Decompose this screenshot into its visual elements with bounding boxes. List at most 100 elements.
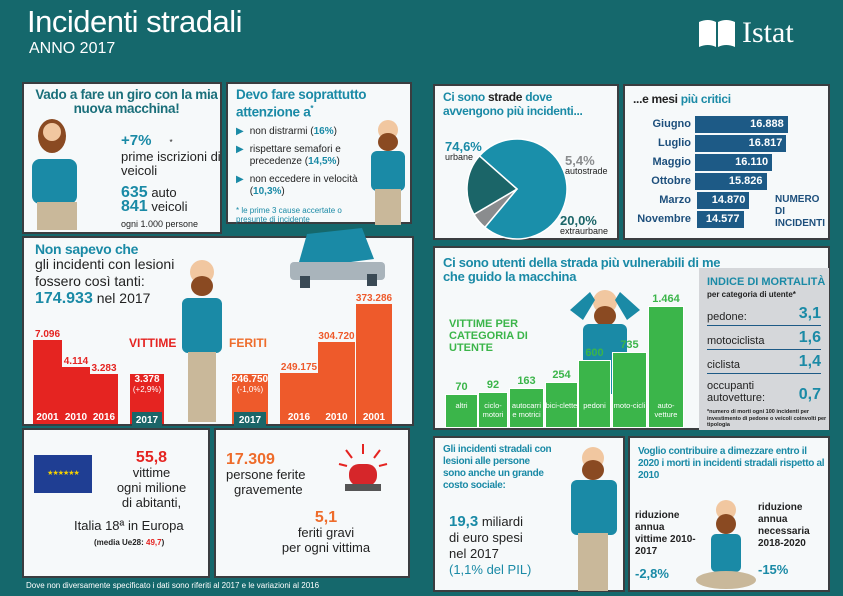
month-bar: 16.110 [695, 154, 773, 171]
cause-pct: 10,3% [253, 186, 282, 197]
cost-unit: miliardi [481, 514, 523, 529]
pie-slice-urbane [478, 138, 568, 240]
category-name-label: pedoni [583, 401, 606, 410]
month-label: Ottobre [651, 175, 691, 187]
month-row: Marzo 14.870 [625, 192, 832, 209]
category-name-label: moto-cicli [613, 401, 646, 410]
serious-value: 17.309 [226, 451, 275, 468]
target-right-label: riduzione annua necessaria 2018-2020 [758, 502, 810, 549]
eu-line2: ogni milione [116, 480, 187, 495]
bar-vittime-2016 [90, 374, 118, 424]
autostrade-pct: 5,4% [565, 153, 595, 168]
triangle-bullet-icon: ▶ [236, 126, 244, 137]
months-panel: ...e mesi più critici Giugno 16.888 Luglio… [623, 84, 830, 240]
bar-year-label: 2001 [362, 412, 386, 423]
registrations-pct: +7% [121, 132, 152, 149]
istat-logo-icon [699, 20, 735, 47]
serious-ratio-line1: feriti gravi [297, 525, 355, 540]
category-value-label: 70 [455, 380, 468, 393]
vittime-label: VITTIME [129, 336, 177, 350]
vittime-chart: 7.096 2001 4.114 2010 3.283 2016 3.378 (+2,9%) 2… [24, 238, 416, 446]
category-name-label: altri [455, 401, 468, 410]
extraurbane-label: extraurbane [560, 226, 609, 236]
injuries-total: 174.933 [35, 290, 93, 307]
auto-value: 635 [121, 184, 148, 201]
injuries-line3: fossero così tanti: [35, 273, 145, 289]
asterisk: * [169, 138, 173, 147]
attention-heading: Devo fare soprattutto attenzione a [236, 87, 367, 120]
category-value-label: 735 [620, 338, 639, 351]
category-value-label: 600 [585, 347, 604, 360]
car-panel: Vado a fare un giro con la mia nuova mac… [22, 82, 222, 234]
cost-heading: Gli incidenti stradali con lesioni alle … [443, 444, 552, 491]
cost-panel: Gli incidenti stradali con lesioni alle … [433, 436, 625, 592]
category-value-label: 163 [517, 374, 536, 387]
feriti-label: FERITI [229, 336, 267, 350]
bar-value-label: 7.096 [34, 329, 61, 340]
man-thinking-illustration [32, 119, 77, 230]
crashed-car-illustration [290, 228, 385, 288]
attention-note: * le prime 3 cause accertate o presunte … [236, 206, 342, 224]
target-left-value: -2,8% [635, 566, 669, 581]
category-bar [478, 392, 508, 428]
triangle-bullet-icon: ▶ [236, 144, 244, 155]
roads-heading: Ci sono strade dove avvengono più incide… [443, 90, 583, 118]
serious-ratio-line2: per ogni vittima [281, 540, 371, 555]
bar-feriti-2016 [280, 372, 318, 424]
bar-change-label: (+2,9%) [132, 384, 162, 394]
pie-slice-extraurbane [466, 154, 519, 216]
target-right-value: -15% [758, 562, 789, 577]
target-heading: Voglio contribuire a dimezzare entro il … [638, 446, 825, 481]
months-heading: ...e mesi più critici [633, 92, 731, 106]
bar-feriti-2010 [318, 341, 355, 424]
footer-note: Dove non diversamente specificato i dati… [26, 581, 320, 590]
injuries-heading: Non sapevo che [35, 241, 139, 257]
category-bar [648, 306, 684, 428]
month-bar: 14.577 [697, 211, 744, 228]
extraurbane-pct: 20,0% [560, 213, 597, 228]
category-name-label: auto-vetture [654, 401, 678, 419]
category-bar [545, 382, 578, 428]
bar-value-label: 4.114 [63, 355, 89, 367]
category-name-label: bici-clette [545, 401, 578, 410]
bar-value-label: 373.286 [355, 293, 393, 304]
cause-text: rispettare semafori e precedenze [249, 144, 341, 167]
vulnerable-panel: Ci sono utenti della strada più vulnerab… [433, 246, 830, 430]
bar-value-label: 3.378 [134, 373, 160, 385]
category-bar [509, 387, 544, 428]
category-bar [445, 393, 478, 428]
bar-year-label: 2016 [92, 412, 116, 423]
bar-value-label: 249.175 [280, 361, 318, 373]
veicoli-label: veicoli [151, 199, 188, 214]
category-value-label: 254 [552, 369, 571, 382]
cause-item: ▶ non eccedere in velocità (10,3%) [236, 174, 358, 197]
eu-line1: vittime [132, 465, 171, 480]
category-name-label: autocarri e motrici [511, 401, 542, 419]
month-bar: 15.826 [695, 173, 767, 190]
category-name-label: ciclo-motori [482, 401, 504, 419]
triangle-bullet-icon: ▶ [236, 174, 244, 185]
cause-item: ▶ rispettare semafori e precedenze (14,5%… [236, 144, 341, 167]
cost-line3: nel 2017 [449, 546, 499, 561]
serious-line2: gravemente [234, 482, 303, 497]
month-row: Luglio 16.817 [625, 135, 832, 152]
roads-panel: Ci sono strade dove avvengono più incide… [433, 84, 619, 240]
months-chart: Giugno 16.888 Luglio 16.817 Maggio 16.110 Otto… [625, 114, 832, 239]
eu-media-label: (media Ue28: [94, 538, 147, 547]
month-row: Ottobre 15.826 [625, 173, 832, 190]
page-title: Incidenti stradali [27, 4, 243, 39]
bar-value-label: 304.720 [318, 330, 355, 342]
mortality-row: pedone: 3,1 [707, 304, 821, 326]
year-tag-2017: 2017 [234, 412, 266, 432]
months-legend: NUMERO DI INCIDENTI [775, 194, 825, 229]
injuries-panel: Non sapevo che gli incidenti con lesioni… [22, 228, 416, 446]
istat-logo-text: Istat [742, 16, 794, 49]
car-heading: Vado a fare un giro con la mia nuova mac… [35, 87, 218, 116]
man-pointing-illustration [371, 120, 405, 225]
eu-victims-value: 55,8 [135, 449, 168, 466]
category-bar [578, 360, 611, 428]
auto-label: auto [151, 185, 177, 200]
target-panel: Voglio contribuire a dimezzare entro il … [628, 436, 830, 592]
injuries-line2: gli incidenti con lesioni [35, 256, 175, 272]
page-subtitle: ANNO 2017 [29, 40, 116, 57]
